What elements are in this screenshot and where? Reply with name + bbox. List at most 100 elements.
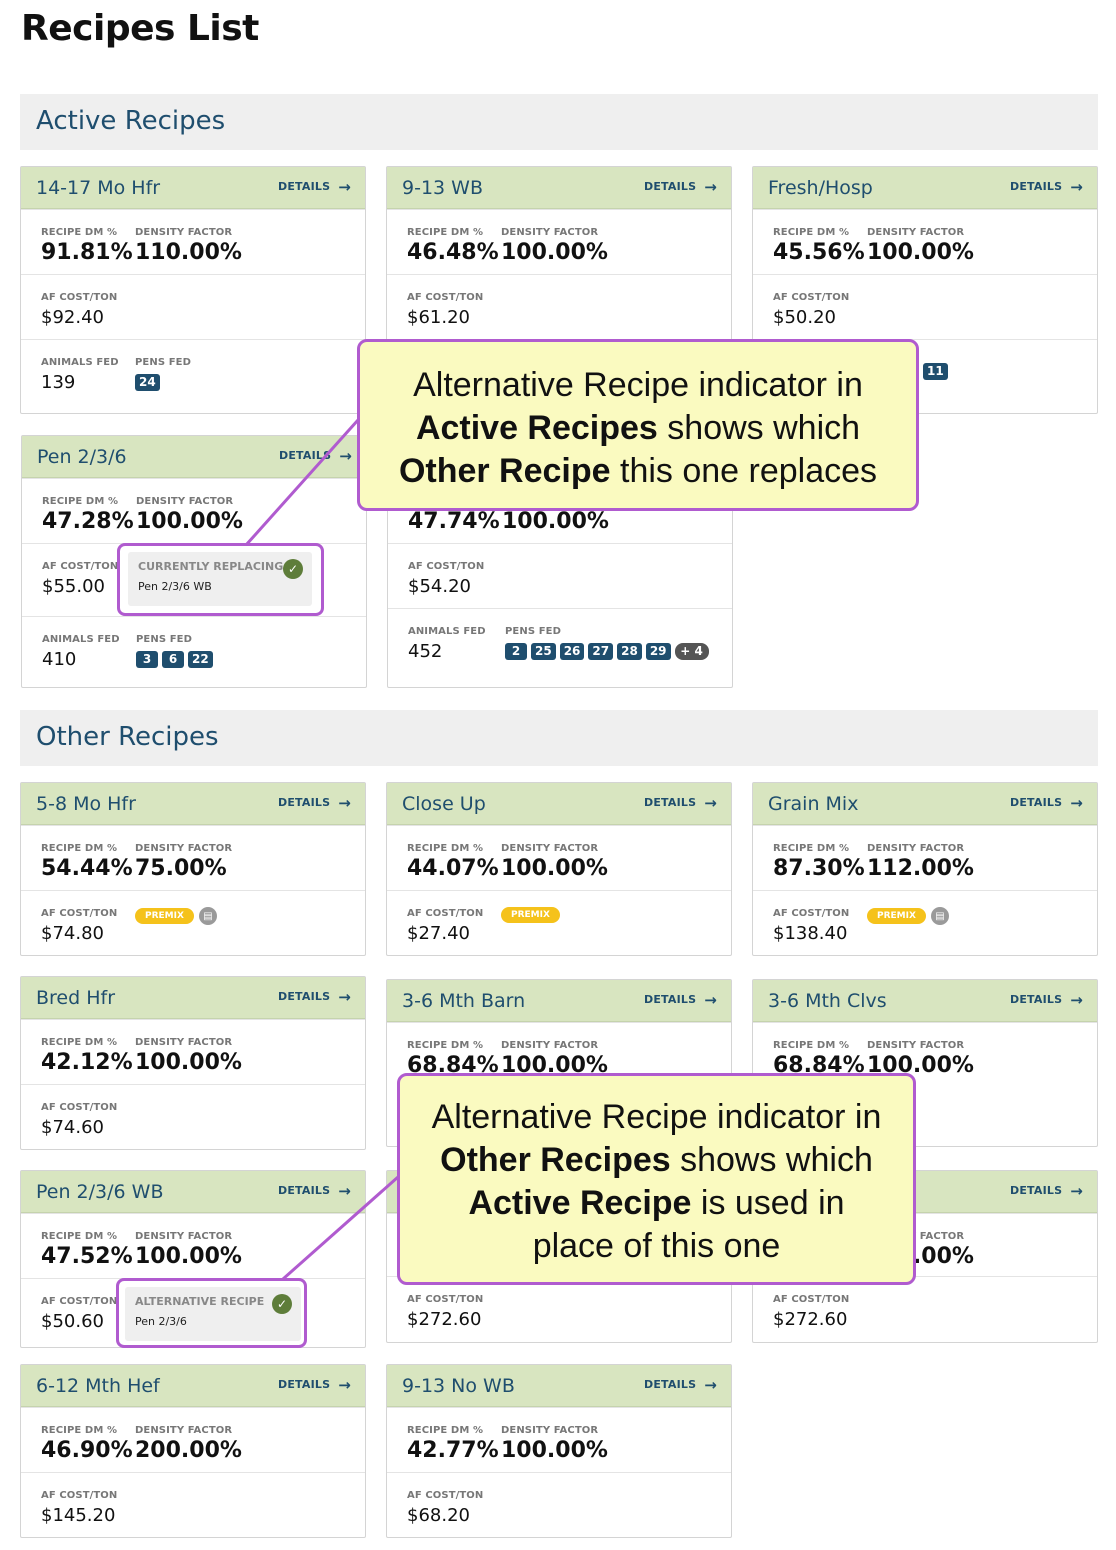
details-label: DETAILS: [278, 449, 332, 462]
recipe-card: Pen 2/3/6 DETAILS → RECIPE DM % 47.28% DEN…: [21, 435, 367, 688]
recipe-dm-value: 47.52%: [41, 1244, 133, 1269]
pens-fed-label: PENS FED: [505, 626, 561, 637]
pen-badge[interactable]: 2: [505, 643, 527, 660]
pen-badge[interactable]: 26: [559, 643, 585, 660]
pen-badge[interactable]: 24: [135, 374, 160, 391]
recipe-dm-label: RECIPE DM %: [407, 843, 484, 854]
pen-badge[interactable]: 29: [645, 643, 671, 660]
card-header: 3-6 Mth Clvs DETAILS →: [753, 980, 1097, 1022]
callout-bold: Other Recipe: [398, 452, 611, 490]
pen-badge[interactable]: 25: [531, 643, 556, 660]
details-link[interactable]: DETAILS →: [1010, 179, 1083, 194]
af-cost-value: $61.20: [407, 307, 470, 328]
details-link[interactable]: DETAILS →: [1010, 1183, 1083, 1198]
section-title: Other Recipes: [36, 722, 219, 752]
af-cost-value: $92.40: [41, 307, 104, 328]
recipe-dm-label: RECIPE DM %: [41, 1425, 118, 1436]
card-header: Grain Mix DETAILS →: [753, 783, 1097, 825]
recipe-dm-value: 46.90%: [41, 1438, 133, 1463]
details-label: DETAILS: [277, 1378, 331, 1391]
details-link[interactable]: DETAILS →: [1009, 795, 1083, 810]
card-header: 5-8 Mo Hfr DETAILS →: [21, 783, 365, 825]
density-factor-label: DENSITY FACTOR: [135, 843, 233, 854]
recipe-title[interactable]: Pen 2/3/6: [37, 446, 127, 468]
recipe-dm-value: 45.56%: [773, 240, 865, 265]
document-icon[interactable]: ▤: [198, 907, 217, 925]
pen-badge[interactable]: 11: [923, 363, 948, 380]
recipe-dm-value: 44.07%: [407, 856, 499, 881]
af-cost-label: AF COST/TON: [407, 1294, 484, 1305]
callout-text: is used in: [691, 1184, 845, 1222]
details-label: DETAILS: [277, 990, 331, 1003]
recipe-dm-label: RECIPE DM %: [41, 227, 118, 238]
recipe-title[interactable]: 5-8 Mo Hfr: [36, 793, 136, 815]
recipe-title[interactable]: 6-12 Mth Hef: [36, 1375, 160, 1397]
currently-replacing-indicator[interactable]: CURRENTLY REPLACING Pen 2/3/6 WB ✓: [128, 552, 312, 606]
recipe-card: Pen 2/3/6 WB DETAILS → RECIPE DM % 47.52% …: [20, 1170, 366, 1348]
details-link[interactable]: DETAILS →: [644, 990, 717, 1009]
af-cost-label: AF COST/TON: [42, 561, 119, 572]
card-header: Close Up DETAILS →: [387, 783, 731, 825]
density-factor-value: 100.00%: [136, 509, 243, 534]
details-link[interactable]: DETAILS →: [277, 1375, 351, 1394]
recipe-title[interactable]: Bred Hfr: [36, 987, 116, 1009]
details-link[interactable]: DETAILS →: [277, 795, 351, 810]
pen-badge[interactable]: 22: [188, 651, 213, 668]
recipe-title[interactable]: Grain Mix: [768, 793, 859, 815]
arrow-right-icon: →: [1070, 990, 1083, 1009]
details-label: DETAILS: [277, 796, 331, 809]
af-cost-value: $74.60: [41, 1117, 104, 1138]
recipe-dm-label: RECIPE DM %: [41, 1037, 118, 1048]
arrow-right-icon: →: [704, 990, 717, 1009]
af-cost-label: AF COST/TON: [773, 292, 850, 303]
recipe-title[interactable]: Close Up: [402, 793, 486, 815]
arrow-right-icon: →: [338, 1375, 351, 1394]
density-factor-value: 100.00%: [867, 240, 974, 265]
details-link[interactable]: DETAILS →: [278, 1183, 351, 1198]
recipe-dm-value: 42.12%: [41, 1050, 133, 1075]
details-link[interactable]: DETAILS →: [278, 446, 352, 465]
recipe-title[interactable]: 3-6 Mth Clvs: [768, 990, 887, 1012]
details-link[interactable]: DETAILS →: [644, 179, 717, 194]
recipe-title[interactable]: Fresh/Hosp: [768, 177, 873, 199]
arrow-right-icon: →: [339, 446, 352, 465]
recipe-title[interactable]: 14-17 Mo Hfr: [36, 177, 161, 199]
details-link[interactable]: DETAILS →: [644, 795, 717, 810]
details-label: DETAILS: [1009, 796, 1063, 809]
card-header: 9-13 No WB DETAILS →: [387, 1365, 731, 1407]
recipe-title[interactable]: 3-6 Mth Barn: [402, 990, 526, 1012]
recipe-title[interactable]: 9-13 No WB: [402, 1375, 515, 1397]
density-factor-label: DENSITY FACTOR: [135, 1037, 233, 1048]
callout-line: Alternative Recipe indicator in: [413, 366, 863, 404]
density-factor-label: DENSITY FACTOR: [501, 1040, 599, 1051]
details-link[interactable]: DETAILS →: [1010, 990, 1083, 1009]
animals-fed-label: ANIMALS FED: [41, 357, 119, 368]
details-link[interactable]: DETAILS →: [278, 179, 351, 194]
recipe-title[interactable]: 9-13 WB: [402, 177, 483, 199]
more-pens-badge[interactable]: + 4: [674, 643, 709, 660]
density-factor-value: 100.00%: [501, 240, 608, 265]
alternative-recipe-indicator[interactable]: ALTERNATIVE RECIPE Pen 2/3/6 ✓: [125, 1287, 301, 1341]
af-cost-value: $68.20: [407, 1505, 470, 1526]
premix-badge: PREMIX: [501, 907, 560, 923]
callout-bold: Other Recipes: [440, 1141, 671, 1179]
pen-badge[interactable]: 6: [162, 651, 184, 668]
pen-badge[interactable]: 3: [136, 651, 158, 668]
density-factor-value: 100.00%: [502, 509, 609, 534]
recipe-title[interactable]: Pen 2/3/6 WB: [36, 1181, 164, 1203]
arrow-right-icon: →: [338, 987, 351, 1006]
af-cost-label: AF COST/TON: [41, 1102, 118, 1113]
recipe-dm-label: RECIPE DM %: [407, 227, 484, 238]
callout-text: shows which: [670, 1141, 873, 1179]
details-link[interactable]: DETAILS →: [644, 1377, 717, 1392]
density-factor-value: 100.00%: [135, 1244, 242, 1269]
details-link[interactable]: DETAILS →: [277, 987, 351, 1006]
density-factor-label: DENSITY FACTOR: [501, 227, 599, 238]
density-factor-value: 100.00%: [501, 1438, 608, 1463]
pen-badge[interactable]: 28: [617, 643, 642, 660]
animals-fed-value: 139: [41, 372, 76, 393]
pen-badge[interactable]: 27: [588, 643, 614, 660]
recipe-card: Grain Mix DETAILS → RECIPE DM % 87.30% DEN…: [752, 782, 1098, 956]
section-header-active: Active Recipes: [20, 94, 1098, 150]
document-icon[interactable]: ▤: [930, 907, 949, 925]
